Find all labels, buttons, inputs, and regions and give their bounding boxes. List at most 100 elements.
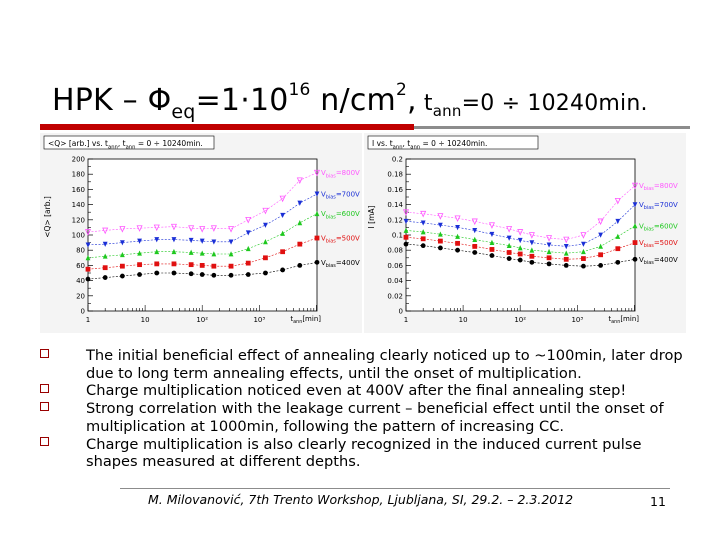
data-point (245, 245, 251, 252)
data-point (85, 242, 91, 248)
data-point (280, 249, 286, 255)
data-point (154, 248, 160, 255)
data-point (263, 255, 268, 261)
data-point (211, 239, 217, 245)
data-point (472, 228, 478, 234)
data-point (471, 218, 478, 226)
data-point (171, 270, 177, 276)
data-point (420, 220, 426, 226)
data-point (506, 242, 512, 249)
data-point (455, 225, 460, 231)
data-point (437, 238, 443, 244)
data-point (188, 225, 195, 232)
data-point (632, 223, 638, 229)
data-point (420, 243, 426, 249)
data-point (85, 255, 91, 261)
x-tick-label: 10 (459, 316, 468, 324)
data-point (297, 200, 303, 206)
data-point (632, 256, 638, 262)
data-point (153, 224, 160, 232)
series-line (87, 193, 318, 246)
data-point (437, 231, 443, 237)
data-point (119, 273, 125, 279)
data-point (119, 226, 126, 233)
data-point (506, 226, 513, 233)
data-point (402, 209, 410, 216)
series-label: Vbias=700V (321, 190, 360, 200)
title-range: =0 ÷ 10240min. (461, 91, 648, 116)
bullet-text: Charge multiplication noticed even at 40… (86, 382, 627, 400)
data-point (580, 232, 587, 239)
data-point (529, 247, 535, 253)
data-point (581, 256, 586, 261)
data-point (420, 236, 426, 242)
y-tick-label: 0.12 (387, 216, 403, 224)
data-point (420, 210, 427, 218)
title-prefix: HPK – Φ (52, 83, 172, 118)
bullet-text: The initial beneficial effect of anneali… (86, 347, 683, 382)
data-point (403, 241, 409, 247)
data-point (119, 263, 125, 269)
y-tick-label: 120 (72, 216, 85, 224)
data-point (517, 251, 523, 257)
data-point (296, 177, 303, 185)
y-tick-label: 0.14 (387, 201, 403, 209)
data-point (581, 248, 586, 255)
data-point (228, 239, 234, 245)
data-point (297, 263, 303, 268)
y-tick-label: 0.16 (387, 186, 403, 194)
series-line (405, 243, 636, 267)
data-point (563, 256, 569, 262)
title-exponent: 16 (288, 80, 311, 100)
bullet-square-icon (40, 384, 49, 393)
data-point (85, 266, 91, 272)
chart-title: <Q> [arb.] vs. tann, tann = 0 ÷ 10240min… (48, 139, 203, 150)
x-tick-label: 1 (404, 316, 408, 324)
series-line (405, 237, 636, 260)
data-point (211, 263, 217, 269)
y-tick-label: 0.18 (387, 171, 403, 179)
data-point (228, 251, 234, 257)
data-point (598, 243, 604, 249)
data-point (170, 223, 177, 231)
footer-rule (120, 488, 670, 489)
data-point (102, 227, 109, 235)
bullet-square-icon (40, 349, 49, 358)
data-point (228, 263, 234, 269)
data-point (199, 226, 206, 233)
y-tick-label: 100 (72, 232, 85, 240)
title-unit: n/cm (310, 83, 396, 118)
series-line (405, 185, 636, 240)
data-point (472, 244, 478, 249)
y-tick-label: 0.04 (387, 277, 403, 285)
data-point (188, 271, 194, 277)
title-t: t (416, 91, 433, 116)
data-point (211, 272, 217, 278)
data-point (280, 212, 286, 219)
data-point (615, 259, 621, 265)
series-label: Vbias=500V (639, 239, 678, 249)
y-tick-label: 140 (72, 201, 85, 209)
data-point (314, 259, 320, 265)
x-axis-label: tann[min] (608, 315, 639, 325)
data-point (263, 222, 268, 228)
data-point (563, 236, 570, 244)
x-tick-label: 10³ (253, 316, 265, 324)
x-tick-label: 10² (196, 316, 208, 324)
title-t-subscript: ann (432, 102, 462, 120)
series-label: Vbias=600V (639, 222, 678, 232)
data-point (313, 169, 321, 177)
data-point (472, 236, 478, 242)
data-point (489, 247, 495, 252)
series-label: Vbias=500V (321, 235, 360, 245)
data-point (528, 232, 535, 239)
data-point (245, 217, 252, 224)
charts-container: <Q> [arb.] vs. tann, tann = 0 ÷ 10240min… (40, 133, 686, 333)
data-point (631, 182, 639, 190)
data-point (598, 232, 604, 238)
y-tick-label: 180 (72, 171, 85, 179)
data-point (581, 241, 586, 247)
data-point (437, 222, 443, 228)
y-tick-label: 0.1 (392, 232, 403, 240)
data-point (517, 237, 523, 244)
